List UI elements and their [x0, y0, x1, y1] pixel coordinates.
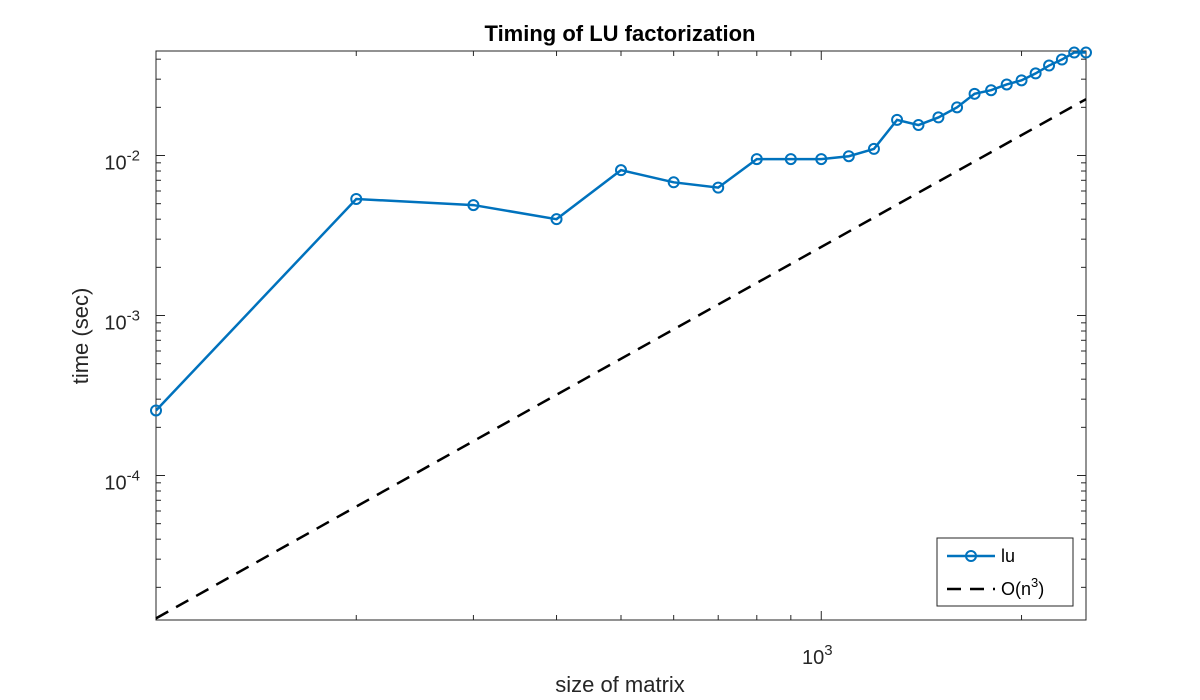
y-tick-label: 10-3 — [104, 308, 140, 335]
data-point — [1029, 67, 1042, 80]
data-point — [951, 101, 964, 114]
series-line-0 — [155, 51, 1086, 412]
data-point — [891, 113, 904, 126]
y-tick-label: 10-2 — [104, 148, 140, 175]
data-point — [1000, 78, 1013, 91]
data-point — [467, 199, 480, 212]
chart-title: Timing of LU factorization — [485, 21, 756, 46]
data-point — [842, 150, 855, 163]
data-point — [815, 153, 828, 166]
data-point — [912, 119, 925, 132]
series-line-1 — [155, 98, 1087, 620]
axes: 103 10-4 10-3 10-2 — [104, 50, 1087, 669]
data-point — [1015, 74, 1028, 87]
legend: lu O(n3) — [936, 537, 1074, 607]
legend-label-0: lu — [1001, 546, 1015, 566]
plot-area — [150, 46, 1092, 620]
data-point — [968, 87, 981, 100]
data-point — [1080, 46, 1092, 59]
axes-box — [155, 50, 1087, 621]
data-point — [1068, 46, 1081, 59]
data-point — [150, 404, 162, 417]
y-tick-label: 10-4 — [104, 468, 140, 495]
data-point — [550, 213, 563, 226]
x-tick-label: 103 — [802, 642, 833, 669]
data-point — [985, 84, 998, 97]
legend-box — [936, 537, 1074, 607]
data-point — [1043, 59, 1056, 72]
legend-marker-0 — [965, 550, 977, 562]
data-point — [615, 164, 627, 177]
data-point — [932, 111, 945, 124]
data-point — [712, 181, 725, 194]
legend-label-1: O(n3) — [1001, 575, 1044, 599]
data-point — [1055, 53, 1068, 66]
data-point — [784, 153, 797, 166]
y-axis-title: time (sec) — [68, 288, 93, 385]
data-point — [667, 176, 680, 189]
x-axis-title: size of matrix — [555, 672, 685, 697]
data-point — [867, 142, 880, 155]
data-point — [350, 192, 363, 205]
data-point — [750, 153, 763, 166]
